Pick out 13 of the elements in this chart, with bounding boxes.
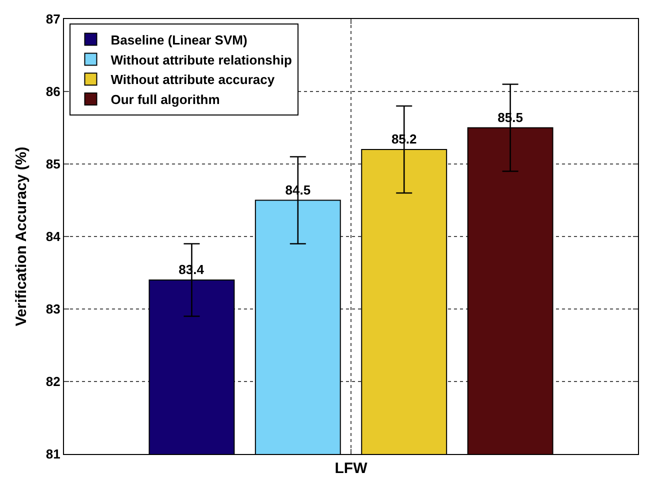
y-tick-label: 85 [46,156,60,172]
legend-label: Without attribute accuracy [110,72,276,88]
y-tick-label: 87 [46,12,60,27]
y-tick-label: 82 [46,374,60,390]
legend-label: Baseline (Linear SVM) [110,32,248,48]
legend-label: Without attribute relationship [110,52,292,68]
y-tick-label: 84 [46,229,62,244]
x-tick-label: LFW [334,460,368,477]
y-axis-title: Verification Accuracy (%) [13,146,30,326]
y-tick-label: 81 [46,446,60,462]
y-tick-label: 86 [46,84,60,100]
y-tick-label: 83 [46,302,60,317]
legend-label: Our full algorithm [110,92,220,108]
